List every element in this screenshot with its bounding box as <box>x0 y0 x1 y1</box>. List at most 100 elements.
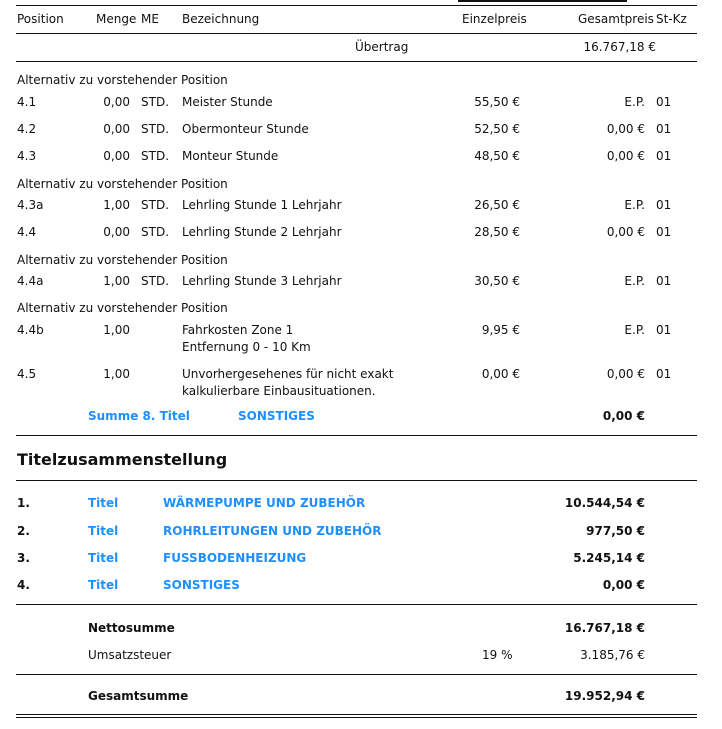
st-kz: 01 <box>656 149 672 163</box>
note-text: Alternativ zu vorstehender Position <box>17 73 228 87</box>
menge: 0,00 <box>103 225 130 239</box>
menge: 1,00 <box>103 198 130 212</box>
bezeichnung-line2: kalkulierbare Einbausituationen. <box>182 384 376 398</box>
title-summary-row: 1. Titel WÄRMEPUMPE UND ZUBEHÖR 10.544,5… <box>0 495 722 511</box>
me: STD. <box>141 95 170 109</box>
me: STD. <box>141 225 170 239</box>
st-kz: 01 <box>656 274 672 288</box>
table-row: 4.3 0,00 STD. Monteur Stunde 48,50 € 0,0… <box>0 148 722 164</box>
gesamt-value: 19.952,94 € <box>564 689 645 703</box>
double-rule <box>16 714 697 715</box>
bezeichnung: Meister Stunde <box>182 95 273 109</box>
uebertrag-label: Übertrag <box>355 40 409 54</box>
col-stkz: St-Kz <box>656 12 687 26</box>
title-number: 1. <box>17 496 30 510</box>
einzelpreis: 30,50 € <box>474 274 520 288</box>
st-kz: 01 <box>656 122 672 136</box>
table-header: Position Menge ME Bezeichnung Einzelprei… <box>0 11 722 27</box>
table-row: 4.4a 1,00 STD. Lehrling Stunde 3 Lehrjah… <box>0 273 722 289</box>
position: 4.4a <box>17 274 44 288</box>
top-short-rule <box>458 0 627 2</box>
ust-label: Umsatzsteuer <box>88 648 172 662</box>
st-kz: 01 <box>656 225 672 239</box>
gesamtpreis: 0,00 € <box>606 149 645 163</box>
menge: 0,00 <box>103 122 130 136</box>
summe-name: SONSTIGES <box>238 409 315 423</box>
bezeichnung: Obermonteur Stunde <box>182 122 309 136</box>
title-number: 3. <box>17 551 30 565</box>
table-row: 4.5 1,00 Unvorhergesehenes für nicht exa… <box>0 366 722 398</box>
me: STD. <box>141 274 170 288</box>
summe-value: 0,00 € <box>602 409 645 423</box>
netto-label: Nettosumme <box>88 621 175 635</box>
st-kz: 01 <box>656 367 672 381</box>
note-text: Alternativ zu vorstehender Position <box>17 253 228 267</box>
gesamtpreis: E.P. <box>624 323 645 337</box>
einzelpreis: 55,50 € <box>474 95 520 109</box>
position: 4.2 <box>17 122 37 136</box>
menge: 1,00 <box>103 323 130 337</box>
note-row: Alternativ zu vorstehender Position <box>0 252 722 268</box>
title-value: 0,00 € <box>602 578 645 592</box>
top-rule <box>16 5 697 6</box>
gesamtpreis: E.P. <box>624 198 645 212</box>
note-row: Alternativ zu vorstehender Position <box>0 72 722 88</box>
title-name: SONSTIGES <box>163 578 240 592</box>
me: STD. <box>141 149 170 163</box>
title-summary-row: 4. Titel SONSTIGES 0,00 € <box>0 577 722 593</box>
title-name: FUSSBODENHEIZUNG <box>163 551 307 565</box>
gesamtpreis: 0,00 € <box>606 225 645 239</box>
note-row: Alternativ zu vorstehender Position <box>0 300 722 316</box>
gesamt-label: Gesamtsumme <box>88 689 189 703</box>
position: 4.1 <box>17 95 37 109</box>
gesamt-row: Gesamtsumme 19.952,94 € <box>0 688 722 704</box>
table-row: 4.1 0,00 STD. Meister Stunde 55,50 € E.P… <box>0 94 722 110</box>
position: 4.5 <box>17 367 37 381</box>
title-summary-row: 3. Titel FUSSBODENHEIZUNG 5.245,14 € <box>0 550 722 566</box>
title-label: Titel <box>88 551 119 565</box>
bezeichnung: Lehrling Stunde 3 Lehrjahr <box>182 274 342 288</box>
table-row: 4.3a 1,00 STD. Lehrling Stunde 1 Lehrjah… <box>0 197 722 213</box>
netto-value: 16.767,18 € <box>564 621 645 635</box>
title-value: 10.544,54 € <box>564 496 645 510</box>
col-me: ME <box>141 12 159 26</box>
einzelpreis: 52,50 € <box>474 122 520 136</box>
note-text: Alternativ zu vorstehender Position <box>17 301 228 315</box>
menge: 1,00 <box>103 367 130 381</box>
ust-row: Umsatzsteuer 19 % 3.185,76 € <box>0 647 722 663</box>
title-name: WÄRMEPUMPE UND ZUBEHÖR <box>163 496 366 510</box>
me: STD. <box>141 122 170 136</box>
rule <box>16 33 697 34</box>
title-number: 2. <box>17 524 30 538</box>
einzelpreis: 48,50 € <box>474 149 520 163</box>
bezeichnung: Lehrling Stunde 2 Lehrjahr <box>182 225 342 239</box>
col-einzelpreis: Einzelpreis <box>462 12 527 26</box>
title-value: 977,50 € <box>586 524 645 538</box>
bezeichnung: Lehrling Stunde 1 Lehrjahr <box>182 198 342 212</box>
note-text: Alternativ zu vorstehender Position <box>17 177 228 191</box>
position: 4.3 <box>17 149 37 163</box>
bezeichnung: Unvorhergesehenes für nicht exakt <box>182 367 394 381</box>
position: 4.3a <box>17 198 44 212</box>
title-name: ROHRLEITUNGEN UND ZUBEHÖR <box>163 524 382 538</box>
table-row: 4.2 0,00 STD. Obermonteur Stunde 52,50 €… <box>0 121 722 137</box>
gesamtpreis: 0,00 € <box>606 367 645 381</box>
rule <box>16 435 697 436</box>
col-menge: Menge <box>96 12 137 26</box>
double-rule <box>16 717 697 718</box>
summe-row: Summe 8. Titel SONSTIGES 0,00 € <box>0 408 722 424</box>
title-summary-row: 2. Titel ROHRLEITUNGEN UND ZUBEHÖR 977,5… <box>0 523 722 539</box>
bezeichnung-line2: Entfernung 0 - 10 Km <box>182 340 311 354</box>
menge: 1,00 <box>103 274 130 288</box>
menge: 0,00 <box>103 95 130 109</box>
netto-row: Nettosumme 16.767,18 € <box>0 620 722 636</box>
einzelpreis: 0,00 € <box>481 367 520 381</box>
title-label: Titel <box>88 524 119 538</box>
summe-label: Summe 8. Titel <box>88 409 190 423</box>
st-kz: 01 <box>656 95 672 109</box>
gesamtpreis: E.P. <box>624 95 645 109</box>
rule <box>16 480 697 481</box>
table-row: 4.4 0,00 STD. Lehrling Stunde 2 Lehrjahr… <box>0 224 722 240</box>
bezeichnung: Fahrkosten Zone 1 <box>182 323 294 337</box>
st-kz: 01 <box>656 198 672 212</box>
